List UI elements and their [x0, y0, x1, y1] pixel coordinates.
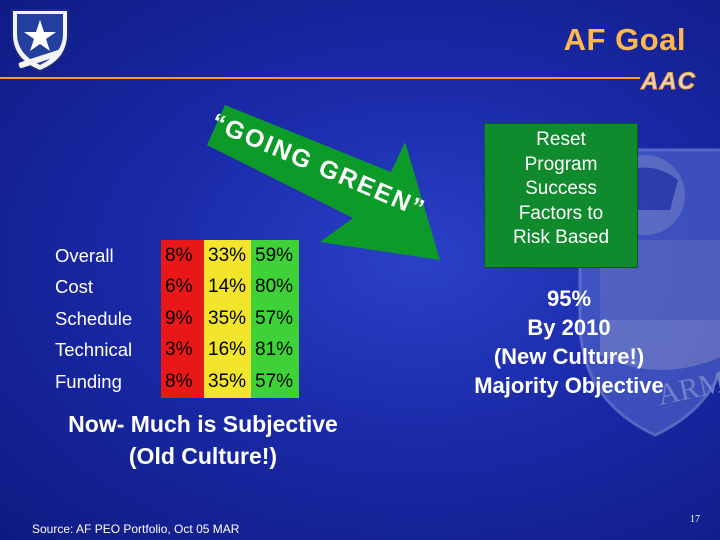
green-percent-cell: 57%: [251, 303, 299, 335]
goal-line: Majority Objective: [474, 373, 664, 398]
subjective-line-2: (Old Culture!): [128, 443, 278, 469]
green-percent-cell: 81%: [251, 334, 299, 366]
aac-brand-mark: AAC: [641, 68, 696, 96]
yellow-percent-cell: 16%: [204, 334, 251, 366]
red-percent-cell: 9%: [161, 303, 204, 335]
red-percent-cell: 6%: [161, 271, 204, 303]
table-row: Overall 8% 33% 59%: [48, 240, 299, 272]
red-percent-cell: 8%: [161, 240, 204, 272]
green-percent-cell: 59%: [251, 240, 299, 272]
table-row: Schedule 9% 35% 57%: [48, 303, 299, 335]
reset-line: Reset: [536, 129, 586, 150]
row-label: Technical: [55, 339, 133, 361]
reset-line: Risk Based: [512, 227, 610, 248]
table-row: Cost 6% 14% 80%: [48, 271, 299, 303]
red-percent-cell: 8%: [161, 366, 204, 398]
row-label: Cost: [55, 276, 94, 298]
yellow-percent-cell: 14%: [204, 271, 251, 303]
table-row: Funding 8% 35% 57%: [48, 366, 299, 398]
air-armament-center-shield-icon: [11, 9, 69, 73]
goal-line: 95%: [546, 286, 592, 311]
title-underline: [0, 77, 640, 79]
reset-line: Success: [525, 178, 597, 199]
status-ratings-table: Overall 8% 33% 59% Cost 6% 14% 80% Schedule 9% 35%…: [48, 240, 299, 398]
goal-statement: 95% By 2010 (New Culture!) Majority Obje…: [440, 284, 698, 400]
reset-line: Program: [524, 153, 598, 175]
going-green-arrow: [207, 105, 440, 260]
subjective-caption: Now- Much is Subjective (Old Culture!): [38, 408, 368, 472]
yellow-percent-cell: 35%: [204, 303, 251, 335]
row-label: Overall: [55, 244, 114, 266]
reset-factors-box: Reset Program Success Factors to Risk Ba…: [484, 123, 638, 268]
row-label: Schedule: [55, 307, 133, 329]
green-percent-cell: 80%: [251, 271, 299, 303]
page-number: 17: [690, 514, 700, 525]
slide-title: AF Goal: [563, 22, 686, 57]
green-percent-cell: 57%: [251, 366, 299, 398]
yellow-percent-cell: 33%: [204, 240, 251, 272]
row-label: Funding: [55, 370, 122, 392]
goal-line: By 2010: [527, 315, 611, 340]
source-note: Source: AF PEO Portfolio, Oct 05 MAR: [32, 522, 240, 536]
yellow-percent-cell: 35%: [204, 366, 251, 398]
goal-line: (New Culture!): [493, 344, 645, 369]
subjective-line-1: Now- Much is Subjective: [68, 411, 338, 437]
table-row: Technical 3% 16% 81%: [48, 334, 299, 366]
reset-line: Factors to: [518, 202, 604, 224]
red-percent-cell: 3%: [161, 334, 204, 366]
